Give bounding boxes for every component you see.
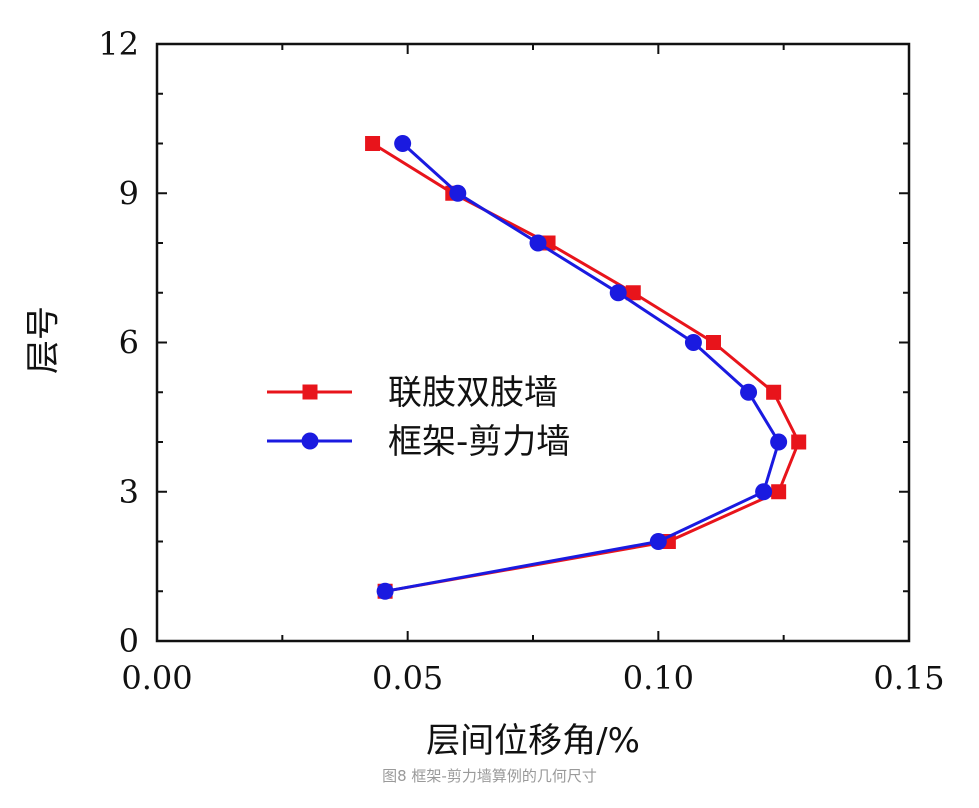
data-point xyxy=(365,136,381,151)
legend-item-1: 联肢双肢墙 xyxy=(267,373,558,413)
x-tick-label: 0.00 xyxy=(121,659,192,697)
data-point xyxy=(791,434,807,450)
y-tick-label: 0 xyxy=(119,622,139,660)
data-point xyxy=(449,184,467,202)
legend-marker xyxy=(301,432,319,450)
axis-ticks xyxy=(156,43,910,642)
y-tick-label: 12 xyxy=(98,25,139,63)
data-point xyxy=(394,135,412,152)
data-point xyxy=(740,383,758,401)
data-point xyxy=(649,533,667,550)
data-point xyxy=(755,483,773,501)
x-tick-label: 0.10 xyxy=(623,659,694,697)
y-tick-label: 6 xyxy=(119,324,139,362)
series-2 xyxy=(376,135,788,600)
x-tick-label: 0.15 xyxy=(873,659,944,697)
legend-item-2: 框架-剪力墙 xyxy=(267,422,570,462)
data-point xyxy=(766,384,782,400)
x-axis-label: 层间位移角/% xyxy=(426,721,640,761)
figure-caption: 图8 框架-剪力墙算例的几何尺寸 xyxy=(382,767,597,785)
data-point xyxy=(376,582,394,600)
y-axis-label: 层号 xyxy=(23,306,64,374)
data-point xyxy=(625,285,641,301)
legend-label: 联肢双肢墙 xyxy=(388,373,558,413)
series-layer xyxy=(365,135,807,600)
legend-marker xyxy=(302,384,318,400)
plot-frame xyxy=(155,42,911,643)
series-1 xyxy=(365,136,807,599)
data-point xyxy=(705,335,721,350)
y-tick-label: 9 xyxy=(119,174,139,212)
data-point xyxy=(609,284,627,302)
data-point xyxy=(529,234,547,252)
x-tick-labels: 0.00 0.05 0.10 0.15 xyxy=(121,659,944,697)
series-line xyxy=(371,142,801,593)
series-line xyxy=(384,142,781,593)
y-tick-label: 3 xyxy=(119,473,139,511)
data-point xyxy=(770,433,788,451)
legend-label: 框架-剪力墙 xyxy=(388,422,570,462)
data-point xyxy=(771,484,787,500)
y-tick-labels: 0 3 6 9 12 xyxy=(98,25,139,660)
data-point xyxy=(684,334,702,351)
x-tick-label: 0.05 xyxy=(372,659,443,697)
